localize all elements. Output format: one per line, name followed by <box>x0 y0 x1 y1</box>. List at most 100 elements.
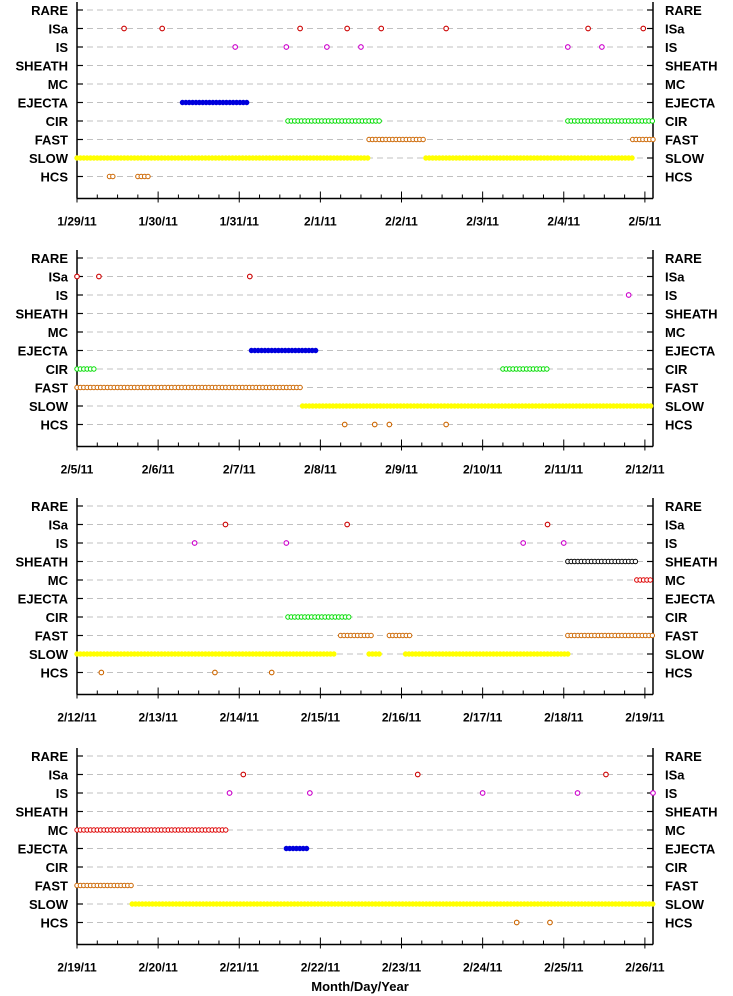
series-slow-segment <box>402 651 571 657</box>
x-tick-label: 1/29/11 <box>57 215 97 229</box>
series-fast-segment <box>565 632 656 639</box>
point-slow <box>629 155 635 161</box>
y-label-left-ejecta: EJECTA <box>18 344 69 359</box>
y-label-left-isa: ISa <box>48 22 68 37</box>
point-cir <box>91 366 97 372</box>
series-fast-segment <box>366 136 426 143</box>
point-ejecta <box>243 99 250 106</box>
y-label-left-isa: ISa <box>48 768 68 783</box>
y-label-left-mc: MC <box>48 573 69 588</box>
x-tick-label: 2/3/11 <box>466 215 499 229</box>
y-label-right-cir: CIR <box>665 610 688 625</box>
x-tick-label: 2/5/11 <box>629 215 662 229</box>
y-label-right-sheath: SHEATH <box>665 59 717 74</box>
y-label-right-hcs: HCS <box>665 170 693 185</box>
y-label-left-is: IS <box>56 288 69 303</box>
point-is <box>283 540 290 546</box>
y-label-right-slow: SLOW <box>665 647 705 662</box>
series-hcs-segment <box>106 173 116 180</box>
series-ejecta-segment <box>283 845 310 852</box>
y-label-left-fast: FAST <box>35 629 68 644</box>
point-is <box>358 44 364 50</box>
series-cir-segment <box>285 118 382 124</box>
x-tick-label: 2/4/11 <box>547 215 580 229</box>
y-label-left-sheath: SHEATH <box>16 59 68 74</box>
y-label-left-fast: FAST <box>35 381 68 396</box>
y-label-right-cir: CIR <box>665 860 688 875</box>
point-slow <box>331 651 337 657</box>
panel-3: RARE RARE ISa ISa IS IS SHEATH SHEATH MC MC EJECTA… <box>16 498 717 725</box>
series-cir-segment <box>74 366 97 372</box>
point-isa <box>414 771 421 778</box>
point-is <box>226 790 233 796</box>
point-hcs <box>268 669 275 676</box>
x-axis-label: Month/Day/Year <box>311 979 409 994</box>
panels-group: RARE RARE ISa ISa IS IS SHEATH SHEATH MC MC EJECTA… <box>16 2 717 975</box>
y-label-right-rare: RARE <box>665 749 702 764</box>
y-label-left-hcs: HCS <box>41 666 69 681</box>
point-ejecta <box>312 347 319 354</box>
y-label-right-slow: SLOW <box>665 399 705 414</box>
series-fast-segment <box>386 632 413 639</box>
y-label-right-rare: RARE <box>665 251 702 266</box>
point-sheath <box>632 558 639 565</box>
y-label-left-cir: CIR <box>46 362 69 377</box>
point-isa <box>222 521 229 528</box>
x-tick-label: 2/25/11 <box>544 961 584 975</box>
series-hcs-segment <box>135 173 151 180</box>
series-fast-segment <box>337 632 374 639</box>
y-label-right-slow: SLOW <box>665 151 705 166</box>
x-tick-label: 2/9/11 <box>385 463 418 477</box>
point-is <box>560 540 567 546</box>
point-isa <box>96 273 102 280</box>
y-label-left-rare: RARE <box>31 3 68 18</box>
point-cir <box>649 118 656 124</box>
point-hcs <box>145 173 151 180</box>
y-label-left-slow: SLOW <box>29 151 69 166</box>
y-label-right-hcs: HCS <box>665 418 693 433</box>
y-label-right-fast: FAST <box>665 381 698 396</box>
point-hcs <box>547 919 553 926</box>
point-isa <box>344 25 351 32</box>
y-label-right-sheath: SHEATH <box>665 555 717 570</box>
point-mc <box>223 827 229 833</box>
y-label-left-slow: SLOW <box>29 897 69 912</box>
x-tick-label: 2/18/11 <box>544 711 584 725</box>
series-mc-segment <box>74 827 229 833</box>
y-label-left-ejecta: EJECTA <box>18 842 69 857</box>
y-label-right-ejecta: EJECTA <box>665 592 716 607</box>
point-isa <box>297 25 303 32</box>
x-tick-label: 2/26/11 <box>625 961 665 975</box>
y-label-left-sheath: SHEATH <box>16 805 68 820</box>
point-slow <box>565 651 571 657</box>
point-isa <box>240 771 247 778</box>
point-fast <box>650 136 656 143</box>
point-isa <box>246 273 253 280</box>
series-ejecta-segment <box>248 347 319 354</box>
point-hcs <box>371 421 378 428</box>
point-is <box>574 790 581 796</box>
x-tick-label: 2/1/11 <box>304 215 337 229</box>
point-hcs <box>110 173 116 180</box>
y-label-left-slow: SLOW <box>29 647 69 662</box>
point-hcs <box>341 421 348 428</box>
point-cir <box>376 118 382 124</box>
x-tick-label: 2/7/11 <box>223 463 256 477</box>
x-tick-label: 2/10/11 <box>463 463 503 477</box>
x-tick-label: 2/11/11 <box>544 463 583 477</box>
y-label-right-is: IS <box>665 786 678 801</box>
y-label-left-is: IS <box>56 536 69 551</box>
series-sheath-segment <box>565 558 639 565</box>
x-tick-label: 2/19/11 <box>57 961 97 975</box>
y-label-left-hcs: HCS <box>41 170 69 185</box>
y-label-right-isa: ISa <box>665 22 685 37</box>
y-label-right-sheath: SHEATH <box>665 805 717 820</box>
y-label-right-ejecta: EJECTA <box>665 842 716 857</box>
y-label-left-hcs: HCS <box>41 418 69 433</box>
point-cir <box>346 614 352 620</box>
point-isa <box>443 25 449 32</box>
series-fast-segment <box>630 136 656 143</box>
point-ejecta <box>303 845 310 852</box>
y-label-right-is: IS <box>665 288 678 303</box>
point-fast <box>128 882 134 889</box>
